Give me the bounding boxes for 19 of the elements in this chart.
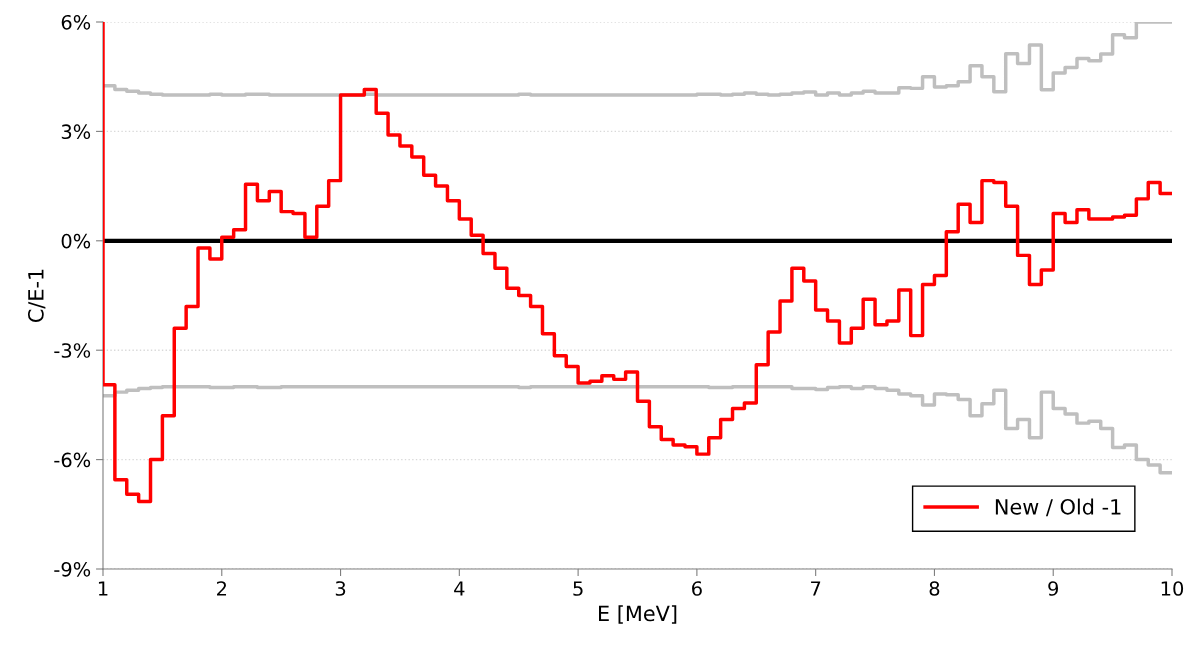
x-tick-label: 1 (98, 581, 108, 596)
x-tick-label: 2 (217, 581, 227, 596)
x-tick-label: 10 (1161, 581, 1184, 596)
x-tick-label: 9 (1048, 581, 1059, 596)
x-tick-label: 8 (929, 581, 940, 596)
x-tick-label: 7 (811, 581, 821, 596)
y-tick-label: 3% (61, 124, 91, 140)
x-tick-label: 3 (335, 581, 346, 596)
x-tick-label: 6 (692, 581, 702, 596)
y-tick-label: -9% (54, 561, 91, 577)
y-tick-label: 6% (61, 14, 91, 30)
y-tick-label: -6% (54, 452, 91, 468)
y-axis-title: C/E-1 (27, 269, 46, 323)
y-tick-label: 0% (61, 233, 91, 249)
legend-label: New / Old -1 (995, 498, 1121, 517)
x-tick-label: 5 (573, 581, 583, 596)
x-tick-label: 4 (454, 581, 465, 596)
y-tick-label: -3% (54, 343, 91, 358)
x-axis-title: E [MeV] (599, 605, 677, 624)
